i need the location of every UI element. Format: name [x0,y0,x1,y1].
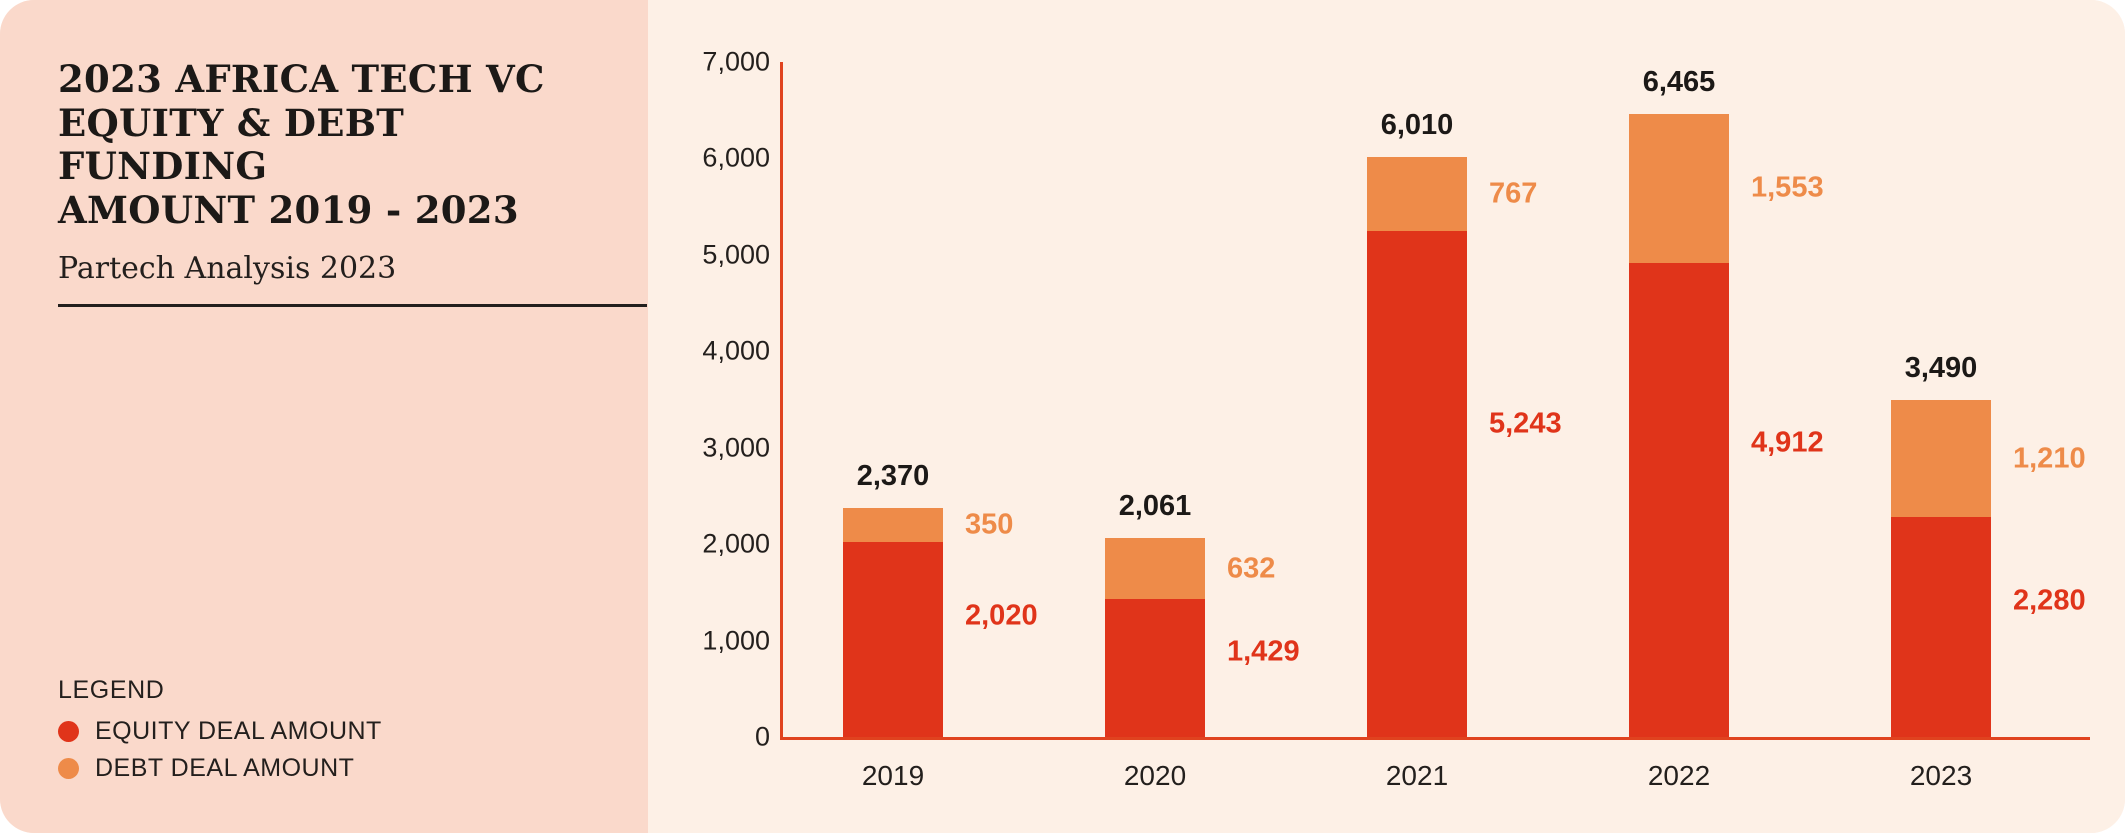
title-divider [58,303,647,307]
bar-stack-2019 [843,508,943,737]
bar-group-2021[interactable] [1367,157,1467,737]
bar-stack-2020 [1105,538,1205,737]
bar-segment-equity-2019[interactable] [843,542,943,737]
bar-debt-value-2021: 767 [1489,177,1538,210]
bar-debt-value-2020: 632 [1227,552,1276,585]
bar-total-label-2021: 6,010 [1380,109,1454,142]
bar-segment-debt-2022[interactable] [1629,113,1729,264]
bar-stack-2023 [1891,400,1991,737]
chart-subtitle: Partech Analysis 2023 [58,250,397,286]
x-axis-tick-2019: 2019 [861,760,925,791]
bar-segment-debt-2019[interactable] [843,508,943,543]
page-title: 2023 AFRICA TECH VC EQUITY & DEBT FUNDIN… [58,57,545,232]
y-axis-tick-7000: 7,000 [702,46,770,77]
title-panel: 2023 AFRICA TECH VC EQUITY & DEBT FUNDIN… [0,0,648,833]
legend: LEGEND EQUITY DEAL AMOUNT DEBT DEAL AMOU… [58,676,578,783]
bar-debt-value-2019: 350 [965,508,1014,541]
bar-group-2023[interactable] [1891,400,1991,737]
y-axis-tick-2000: 2,000 [702,528,770,559]
bar-total-label-2023: 3,490 [1904,352,1978,385]
bar-group-2020[interactable] [1105,538,1205,737]
y-axis-tick-4000: 4,000 [702,335,770,366]
bar-total-label-2020: 2,061 [1118,490,1192,523]
y-axis-tick-1000: 1,000 [702,625,770,656]
bar-group-2022[interactable] [1629,113,1729,737]
legend-item-debt: DEBT DEAL AMOUNT [58,754,578,783]
bar-segment-equity-2021[interactable] [1367,231,1467,737]
bar-total-label-2019: 2,370 [856,460,930,493]
bar-total-label-2022: 6,465 [1642,65,1716,98]
bar-equity-value-2020: 1,429 [1227,635,1300,668]
chart-plot-area: 7,000 6,000 5,000 4,000 3,000 2,000 1,000 0 2,3… [648,0,2125,833]
legend-item-equity: EQUITY DEAL AMOUNT [58,717,578,746]
y-axis-tick-5000: 5,000 [702,239,770,270]
bar-segment-equity-2020[interactable] [1105,599,1205,737]
x-axis-line [780,737,2090,740]
title-block: 2023 AFRICA TECH VC EQUITY & DEBT FUNDIN… [58,57,647,307]
legend-label-debt: DEBT DEAL AMOUNT [95,754,355,782]
y-axis-tick-3000: 3,000 [702,432,770,463]
legend-swatch-equity-icon [58,721,79,742]
bar-segment-debt-2020[interactable] [1105,538,1205,600]
bar-equity-value-2019: 2,020 [965,599,1038,632]
bar-stack-2021 [1367,157,1467,737]
legend-swatch-debt-icon [58,758,79,779]
bar-equity-value-2021: 5,243 [1489,407,1562,440]
bar-group-2019[interactable] [843,508,943,737]
y-axis-line [780,62,783,738]
bar-debt-value-2022: 1,553 [1751,171,1824,204]
bar-equity-value-2022: 4,912 [1751,426,1824,459]
y-axis-tick-6000: 6,000 [702,142,770,173]
x-axis-tick-2020: 2020 [1123,760,1187,791]
bar-segment-equity-2022[interactable] [1629,263,1729,737]
bar-segment-debt-2021[interactable] [1367,157,1467,232]
y-axis-tick-labels: 7,000 6,000 5,000 4,000 3,000 2,000 1,000 0 [648,0,770,833]
x-axis-tick-2022: 2022 [1647,760,1711,791]
bar-debt-value-2023: 1,210 [2013,442,2086,475]
bar-segment-debt-2023[interactable] [1891,400,1991,518]
x-axis-tick-2021: 2021 [1385,760,1449,791]
legend-label-equity: EQUITY DEAL AMOUNT [95,717,382,745]
y-axis-tick-0: 0 [754,721,770,752]
bar-equity-value-2023: 2,280 [2013,584,2086,617]
x-axis-tick-2023: 2023 [1909,760,1973,791]
bar-stack-2022 [1629,113,1729,737]
legend-heading: LEGEND [58,676,165,704]
bar-segment-equity-2023[interactable] [1891,517,1991,737]
